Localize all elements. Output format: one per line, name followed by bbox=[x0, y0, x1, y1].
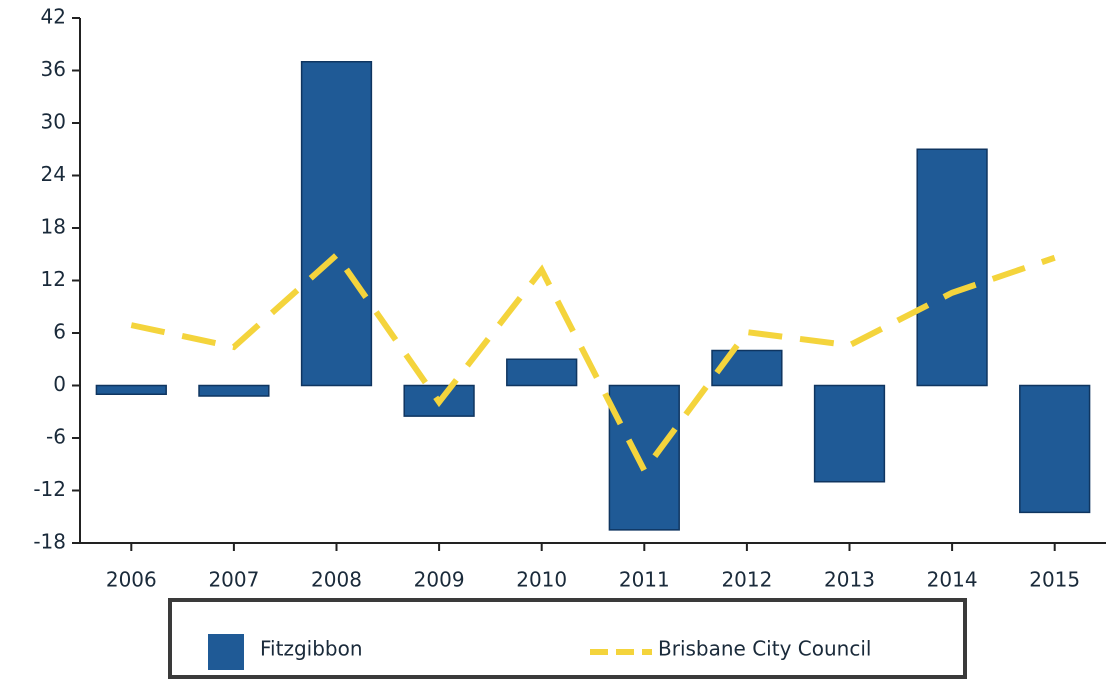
bar bbox=[300, 61, 373, 387]
y-tick-label: 30 bbox=[41, 110, 66, 134]
x-tick-label: 2015 bbox=[1029, 568, 1080, 592]
x-tick-label: 2012 bbox=[721, 568, 772, 592]
y-tick-label: -12 bbox=[33, 477, 66, 501]
y-tick-label: 36 bbox=[41, 57, 66, 81]
x-tick-label: 2007 bbox=[208, 568, 259, 592]
legend-swatch bbox=[208, 634, 244, 670]
x-tick-label: 2014 bbox=[927, 568, 978, 592]
x-tick-label: 2011 bbox=[619, 568, 670, 592]
y-tick-label: 12 bbox=[41, 267, 66, 291]
x-tick-label: 2009 bbox=[414, 568, 465, 592]
y-tick-label: 0 bbox=[53, 372, 66, 396]
y-tick-label: -18 bbox=[33, 530, 66, 554]
bar bbox=[506, 358, 578, 387]
legend-box bbox=[168, 598, 967, 679]
y-tick-label: 6 bbox=[53, 320, 66, 344]
x-tick-label: 2010 bbox=[516, 568, 567, 592]
y-tick-label: 42 bbox=[41, 5, 66, 29]
legend-label: Brisbane City Council bbox=[658, 637, 871, 661]
bar bbox=[916, 148, 988, 387]
bar bbox=[95, 384, 167, 395]
x-tick-label: 2013 bbox=[824, 568, 875, 592]
bar bbox=[198, 384, 270, 397]
x-tick-label: 2008 bbox=[311, 568, 362, 592]
x-tick-label: 2006 bbox=[106, 568, 157, 592]
y-tick-label: 24 bbox=[41, 162, 66, 186]
bar bbox=[813, 384, 886, 483]
bar bbox=[1019, 384, 1091, 514]
legend-label: Fitzgibbon bbox=[260, 637, 363, 661]
bar bbox=[608, 384, 680, 531]
line bbox=[130, 250, 1056, 477]
y-tick-label: 18 bbox=[41, 215, 66, 239]
y-tick-label: -6 bbox=[46, 425, 66, 449]
